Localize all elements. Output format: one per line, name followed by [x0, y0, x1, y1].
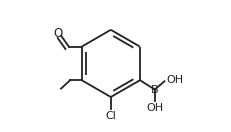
Text: Cl: Cl [105, 111, 116, 121]
Text: O: O [53, 27, 62, 40]
Text: OH: OH [146, 103, 163, 113]
Text: B: B [150, 84, 158, 95]
Text: OH: OH [166, 75, 183, 85]
